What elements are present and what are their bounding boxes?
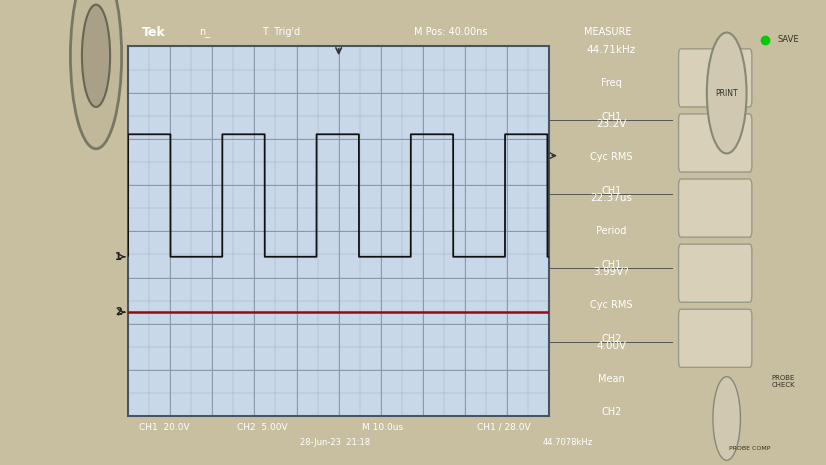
Text: Freq: Freq xyxy=(601,79,622,88)
Text: 44.7078kHz: 44.7078kHz xyxy=(543,438,592,447)
FancyBboxPatch shape xyxy=(678,309,752,367)
FancyBboxPatch shape xyxy=(678,114,752,172)
Text: Cyc RMS: Cyc RMS xyxy=(590,153,633,162)
Circle shape xyxy=(70,0,121,149)
Text: CH1: CH1 xyxy=(601,186,621,196)
Text: Cyc RMS: Cyc RMS xyxy=(590,300,633,310)
Text: 44.71kHz: 44.71kHz xyxy=(586,45,636,55)
Text: CH1  20.0V: CH1 20.0V xyxy=(139,423,189,432)
Text: Mean: Mean xyxy=(598,374,624,384)
Text: PRINT: PRINT xyxy=(715,88,738,98)
Text: 1: 1 xyxy=(115,252,121,262)
Text: n_: n_ xyxy=(199,27,210,38)
Text: PROBE
CHECK: PROBE CHECK xyxy=(771,375,795,388)
Text: 3.99V?: 3.99V? xyxy=(593,267,629,277)
Text: MEASURE: MEASURE xyxy=(584,27,632,38)
Text: 2: 2 xyxy=(115,307,121,317)
Text: CH1 / 28.0V: CH1 / 28.0V xyxy=(477,423,530,432)
Text: 22.37us: 22.37us xyxy=(591,193,632,203)
FancyBboxPatch shape xyxy=(678,244,752,302)
Text: M 10.0us: M 10.0us xyxy=(363,423,404,432)
Text: T  Trig'd: T Trig'd xyxy=(262,27,300,38)
FancyBboxPatch shape xyxy=(678,179,752,237)
Text: CH1: CH1 xyxy=(601,259,621,270)
Text: Period: Period xyxy=(596,226,626,236)
Circle shape xyxy=(713,377,740,460)
Text: SAVE: SAVE xyxy=(777,35,799,44)
FancyBboxPatch shape xyxy=(678,49,752,107)
Text: PROBE COMP: PROBE COMP xyxy=(729,446,771,451)
Text: Tek: Tek xyxy=(142,26,165,39)
Text: 23.2V: 23.2V xyxy=(596,119,626,129)
Text: 28-Jun-23  21:18: 28-Jun-23 21:18 xyxy=(300,438,370,447)
Text: CH2  5.00V: CH2 5.00V xyxy=(237,423,287,432)
Text: CH2: CH2 xyxy=(601,333,621,344)
Text: CH2: CH2 xyxy=(601,407,621,418)
Text: CH1: CH1 xyxy=(601,112,621,122)
Text: M Pos: 40.00ns: M Pos: 40.00ns xyxy=(415,27,487,38)
Circle shape xyxy=(707,33,747,153)
Circle shape xyxy=(82,5,110,107)
Text: 4.00V: 4.00V xyxy=(596,341,626,351)
